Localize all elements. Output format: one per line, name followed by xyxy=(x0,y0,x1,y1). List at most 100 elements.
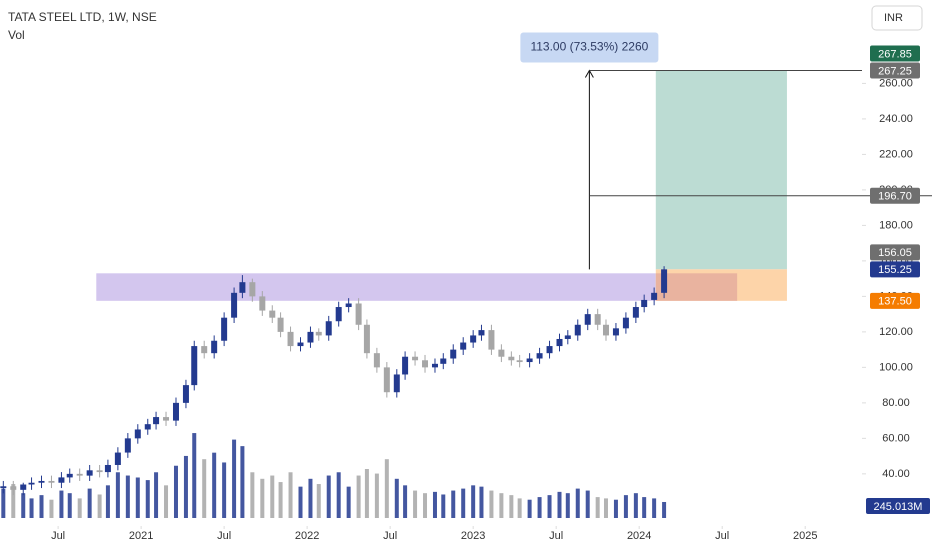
volume-bar xyxy=(413,490,418,518)
volume-bar xyxy=(49,499,54,518)
candle-body xyxy=(488,330,495,350)
x-tick-label: Jul xyxy=(217,530,231,542)
volume-bar xyxy=(278,482,283,518)
x-tick-label: Jul xyxy=(715,530,729,542)
candle-body xyxy=(134,429,141,439)
volume-bar xyxy=(509,495,514,518)
price-label: 155.25 xyxy=(878,264,912,276)
candle-body xyxy=(661,269,668,293)
candle-body xyxy=(144,424,151,430)
y-tick-label: 120.00 xyxy=(879,326,913,338)
price-label: 196.70 xyxy=(878,191,912,203)
candle-body xyxy=(345,303,352,308)
candle-body xyxy=(269,310,276,318)
volume-bar xyxy=(145,480,150,518)
candle-body xyxy=(363,324,370,354)
candle-body xyxy=(249,282,256,297)
volume-bar xyxy=(603,498,608,518)
volume-bar xyxy=(240,446,245,518)
volume-bar xyxy=(346,486,351,518)
price-label-box xyxy=(870,187,920,204)
volume-bar xyxy=(489,490,494,518)
volume-bar xyxy=(232,439,237,518)
volume-bar xyxy=(652,498,657,518)
volume-bar xyxy=(364,469,369,518)
candle-body xyxy=(516,360,523,363)
volume-bar xyxy=(164,485,169,518)
x-tick-label: 2021 xyxy=(129,530,153,542)
volume-bar xyxy=(547,495,552,518)
volume-bar xyxy=(59,490,64,518)
volume-label-box xyxy=(866,498,930,514)
candle-body xyxy=(556,338,563,347)
candle-body xyxy=(470,335,477,343)
candle-body xyxy=(564,335,571,339)
volume-bar xyxy=(67,493,72,518)
candle-body xyxy=(0,486,7,489)
volume-bar xyxy=(115,472,120,518)
price-label: 137.50 xyxy=(878,296,912,308)
candle-body xyxy=(622,317,629,329)
candle-body xyxy=(20,484,27,490)
candle-body xyxy=(393,374,400,393)
y-tick-label: 80.00 xyxy=(882,397,910,409)
y-tick-label: 40.00 xyxy=(882,468,910,480)
candle-body xyxy=(10,486,17,490)
candle-body xyxy=(422,360,429,368)
candle-body xyxy=(163,417,170,421)
volume-bar xyxy=(432,491,437,518)
y-tick-label: 220.00 xyxy=(879,148,913,160)
volume-bar xyxy=(423,493,428,518)
y-tick-label: 180.00 xyxy=(879,219,913,231)
volume-bar xyxy=(595,497,600,518)
candle-body xyxy=(651,292,658,300)
x-tick-label: 2023 xyxy=(461,530,485,542)
volume-bar xyxy=(39,495,44,518)
candle-body xyxy=(277,317,284,332)
volume-bar xyxy=(326,475,331,518)
candle-body xyxy=(76,473,83,476)
volume-bar xyxy=(403,485,408,518)
volume-bar xyxy=(298,486,303,518)
candle-body xyxy=(231,292,238,318)
candle-body xyxy=(307,331,314,343)
volume-bar xyxy=(336,472,341,518)
candle-body xyxy=(440,358,447,364)
volume-bar xyxy=(222,462,227,518)
y-tick-label: 240.00 xyxy=(879,113,913,125)
volume-bar xyxy=(29,498,34,518)
candle-body xyxy=(641,299,648,308)
profit-area xyxy=(655,70,787,270)
candle-body xyxy=(287,331,294,347)
volume-bar xyxy=(499,493,504,518)
currency-box[interactable] xyxy=(871,5,923,31)
candle-body xyxy=(325,321,332,336)
candle-body xyxy=(526,358,533,363)
volume-bar xyxy=(270,475,275,518)
volume-bar xyxy=(11,484,16,518)
volume-bar xyxy=(461,488,466,518)
volume-bar xyxy=(479,486,484,518)
candle-body xyxy=(297,342,304,347)
volume-bar xyxy=(250,472,255,518)
currency[interactable]: INR xyxy=(884,12,903,24)
candle-body xyxy=(508,356,515,361)
candle-body xyxy=(48,480,55,483)
x-tick-label: 2022 xyxy=(295,530,319,542)
price-label-box xyxy=(870,244,920,261)
volume-bar xyxy=(642,497,647,518)
candle-body xyxy=(632,307,639,318)
arrow-head xyxy=(584,69,594,78)
x-tick-label: Jul xyxy=(549,530,563,542)
candle-body xyxy=(612,328,619,336)
candle-body xyxy=(114,452,121,465)
volume-bar xyxy=(21,493,26,518)
candle-body xyxy=(172,402,179,421)
candle-body xyxy=(124,438,131,453)
x-tick-label: 2024 xyxy=(627,530,651,542)
volume-bar xyxy=(633,493,638,518)
support-zone xyxy=(96,273,656,301)
candle-body xyxy=(58,477,65,483)
candle-body xyxy=(383,367,390,393)
candle-body xyxy=(38,480,45,483)
